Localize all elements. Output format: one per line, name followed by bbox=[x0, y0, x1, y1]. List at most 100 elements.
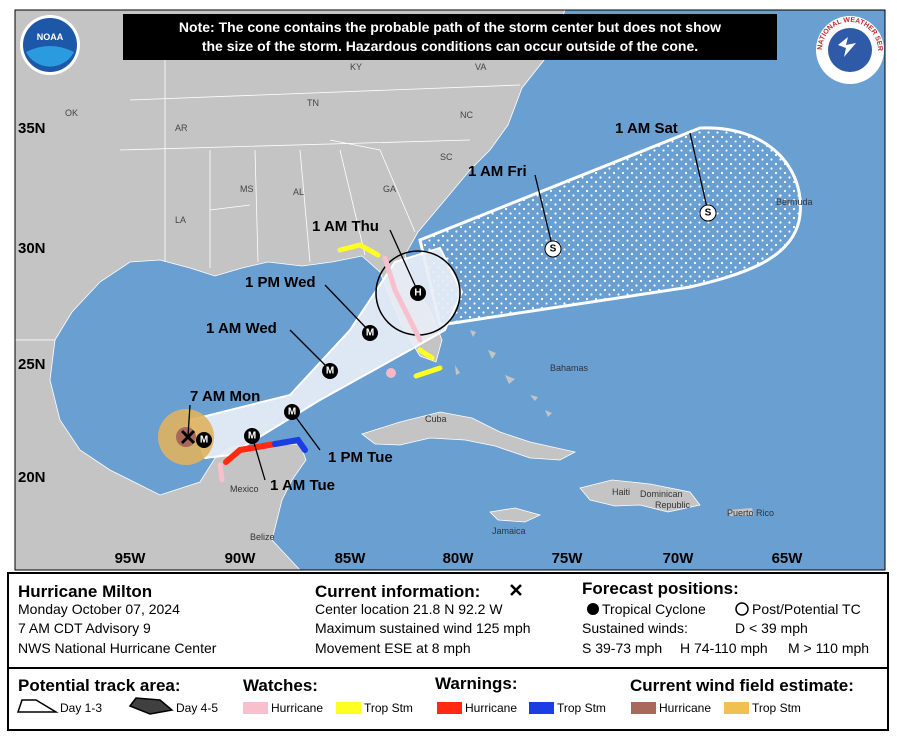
track-heading: Potential track area: bbox=[18, 676, 181, 695]
cone bbox=[188, 126, 802, 460]
forecast-time: 1 PM Tue bbox=[328, 449, 393, 466]
current-line: Maximum sustained wind 125 mph bbox=[315, 620, 531, 636]
place: Cuba bbox=[425, 414, 447, 424]
forecast-time: 1 AM Tue bbox=[270, 477, 335, 494]
state: AL bbox=[293, 187, 304, 197]
wind-category: H 74-110 mph bbox=[680, 640, 768, 656]
day45-fill bbox=[130, 698, 172, 714]
wind-category: S 39-73 mph bbox=[582, 640, 662, 656]
wind-hurricane-swatch bbox=[631, 702, 656, 714]
winds-heading: Sustained winds: bbox=[582, 620, 688, 636]
post-tc-icon bbox=[735, 602, 749, 616]
watch-label: Hurricane bbox=[271, 701, 323, 715]
place: Belize bbox=[250, 532, 275, 542]
wind-category: M > 110 mph bbox=[788, 640, 869, 656]
post-tc-label: Post/Potential TC bbox=[752, 601, 861, 617]
map: M M M M M H S S KY VA OK AR TN NC SC MS … bbox=[15, 10, 885, 570]
info-line: NWS National Hurricane Center bbox=[18, 640, 217, 656]
warnings-heading: Warnings: bbox=[435, 674, 517, 693]
forecast-time: 1 AM Fri bbox=[468, 163, 527, 180]
day45-label: Day 4-5 bbox=[176, 701, 218, 715]
state: SC bbox=[440, 152, 453, 162]
marker: M bbox=[288, 407, 296, 418]
watch-ts-swatch bbox=[336, 702, 361, 714]
state: VA bbox=[475, 62, 486, 72]
land-hispaniola bbox=[579, 479, 701, 513]
warning-ts-swatch bbox=[529, 702, 554, 714]
land-puertorico bbox=[728, 508, 754, 516]
marker: S bbox=[550, 244, 557, 255]
state: LA bbox=[175, 215, 186, 225]
forecast-labels: 1 AM Sat 1 AM Fri 1 AM Thu 1 PM Wed 1 AM… bbox=[190, 120, 678, 494]
place: Jamaica bbox=[492, 526, 526, 536]
forecast-time: 1 AM Sat bbox=[615, 120, 678, 137]
latitude: 30N bbox=[18, 240, 46, 257]
longitude: 65W bbox=[772, 550, 804, 567]
latitude: 35N bbox=[18, 120, 46, 137]
longitude: 90W bbox=[225, 550, 257, 567]
place: Haiti bbox=[612, 487, 630, 497]
longitude: 75W bbox=[552, 550, 584, 567]
warning-hurricane-swatch bbox=[437, 702, 462, 714]
wind-heading: Current wind field estimate: bbox=[630, 676, 854, 695]
marker: S bbox=[705, 208, 712, 219]
wind-category: D < 39 mph bbox=[735, 620, 808, 636]
pink-dot bbox=[386, 368, 396, 378]
tc-icon bbox=[587, 603, 599, 615]
cone-day-4-5 bbox=[418, 126, 802, 327]
latitude: 25N bbox=[18, 356, 46, 373]
noaa-logo: NOAA bbox=[20, 15, 80, 75]
marker: H bbox=[414, 288, 421, 299]
forecast-time: 1 AM Wed bbox=[206, 320, 277, 337]
state-borders bbox=[119, 20, 521, 268]
wind-label: Trop Stm bbox=[752, 701, 801, 715]
place: Puerto Rico bbox=[727, 508, 774, 518]
current-position bbox=[180, 429, 196, 445]
state: KY bbox=[350, 62, 362, 72]
day13-icon bbox=[16, 699, 59, 713]
marker: M bbox=[366, 328, 374, 339]
current-heading: Current information: bbox=[315, 582, 480, 601]
cone-day-1-3 bbox=[188, 246, 464, 460]
place: Mexico bbox=[230, 484, 259, 494]
longitude: 70W bbox=[663, 550, 695, 567]
current-icon bbox=[510, 584, 522, 596]
note-line: Note: The cone contains the probable pat… bbox=[179, 19, 721, 35]
current-line: Movement ESE at 8 mph bbox=[315, 640, 471, 656]
state: AR bbox=[175, 123, 188, 133]
legend-panel: Hurricane Milton Monday October 07, 2024… bbox=[7, 572, 889, 731]
storm-name: Hurricane Milton bbox=[18, 582, 152, 601]
note-line: the size of the storm. Hazardous conditi… bbox=[202, 38, 698, 54]
marker: M bbox=[200, 435, 208, 446]
warning-label: Trop Stm bbox=[557, 701, 606, 715]
note-box bbox=[123, 14, 777, 60]
longitude-labels: 95W 90W 85W 80W 75W 70W 65W bbox=[115, 550, 804, 567]
forecast-heading: Forecast positions: bbox=[582, 579, 739, 598]
tc-label: Tropical Cyclone bbox=[602, 601, 706, 617]
state: GA bbox=[383, 184, 396, 194]
wind-ts-swatch bbox=[724, 702, 749, 714]
forecast-time: 1 PM Wed bbox=[245, 274, 316, 291]
place: Bermuda bbox=[776, 197, 813, 207]
current-line: Center location 21.8 N 92.2 W bbox=[315, 601, 503, 617]
latitude: 20N bbox=[18, 469, 46, 486]
watch-hurricane-swatch bbox=[243, 702, 268, 714]
land-jamaica bbox=[489, 507, 542, 523]
track-points: M M M M M H S S bbox=[196, 204, 717, 448]
watch-label: Trop Stm bbox=[364, 701, 413, 715]
map-frame bbox=[14, 9, 886, 571]
state: OK bbox=[65, 108, 78, 118]
forecast-time: 7 AM Mon bbox=[190, 388, 260, 405]
wind-label: Hurricane bbox=[659, 701, 711, 715]
place: Dominican bbox=[640, 489, 683, 499]
marker: M bbox=[248, 431, 256, 442]
marker: M bbox=[326, 366, 334, 377]
state: TN bbox=[307, 98, 319, 108]
forecast-time: 1 AM Thu bbox=[312, 218, 379, 235]
longitude: 95W bbox=[115, 550, 147, 567]
state: NC bbox=[460, 110, 473, 120]
watches-heading: Watches: bbox=[243, 676, 318, 695]
leader-lines bbox=[187, 132, 709, 481]
place: Bahamas bbox=[550, 363, 589, 373]
